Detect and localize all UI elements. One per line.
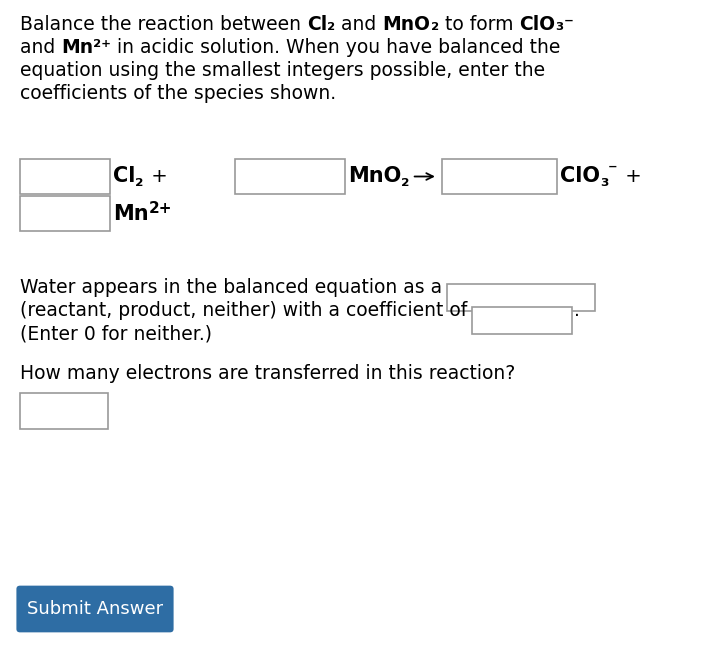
Bar xyxy=(447,284,595,311)
Text: ²⁺: ²⁺ xyxy=(93,38,111,57)
Bar xyxy=(20,196,110,231)
Text: ⁻: ⁻ xyxy=(564,15,573,34)
Bar xyxy=(20,159,110,194)
Text: 2+: 2+ xyxy=(149,201,172,216)
Text: MnO: MnO xyxy=(383,15,431,34)
Text: and: and xyxy=(335,15,383,34)
Text: Submit Answer: Submit Answer xyxy=(27,600,163,618)
Text: Water appears in the balanced equation as a: Water appears in the balanced equation a… xyxy=(20,278,442,297)
Text: ₂: ₂ xyxy=(431,15,439,34)
Text: ClO: ClO xyxy=(519,15,555,34)
Text: +: + xyxy=(145,167,168,186)
Text: ₂: ₂ xyxy=(401,171,410,190)
Text: MnO: MnO xyxy=(348,166,401,187)
Text: How many electrons are transferred in this reaction?: How many electrons are transferred in th… xyxy=(20,364,516,383)
Text: Cl: Cl xyxy=(307,15,327,34)
Text: ⁻: ⁻ xyxy=(608,162,618,180)
Bar xyxy=(235,159,345,194)
Text: in acidic solution. When you have balanced the: in acidic solution. When you have balanc… xyxy=(111,38,561,57)
Text: to form: to form xyxy=(439,15,519,34)
Text: ₃: ₃ xyxy=(600,171,608,190)
Text: ₃: ₃ xyxy=(555,15,564,34)
Text: ClO: ClO xyxy=(560,166,600,187)
Text: Mn: Mn xyxy=(113,203,149,223)
Text: Cl: Cl xyxy=(113,166,135,187)
Text: (reactant, product, neither) with a coefficient of: (reactant, product, neither) with a coef… xyxy=(20,301,467,320)
FancyBboxPatch shape xyxy=(17,586,173,632)
Text: and: and xyxy=(20,38,61,57)
Bar xyxy=(20,393,108,429)
Text: .: . xyxy=(574,301,580,320)
Text: Balance the reaction between: Balance the reaction between xyxy=(20,15,307,34)
Text: equation using the smallest integers possible, enter the: equation using the smallest integers pos… xyxy=(20,61,545,80)
Text: (Enter 0 for neither.): (Enter 0 for neither.) xyxy=(20,324,212,343)
Text: +: + xyxy=(619,167,641,186)
Bar xyxy=(441,159,557,194)
Bar xyxy=(472,307,572,334)
Text: ₂: ₂ xyxy=(327,15,335,34)
Text: Mn: Mn xyxy=(61,38,93,57)
Text: coefficients of the species shown.: coefficients of the species shown. xyxy=(20,84,336,103)
Text: ₂: ₂ xyxy=(135,171,144,190)
